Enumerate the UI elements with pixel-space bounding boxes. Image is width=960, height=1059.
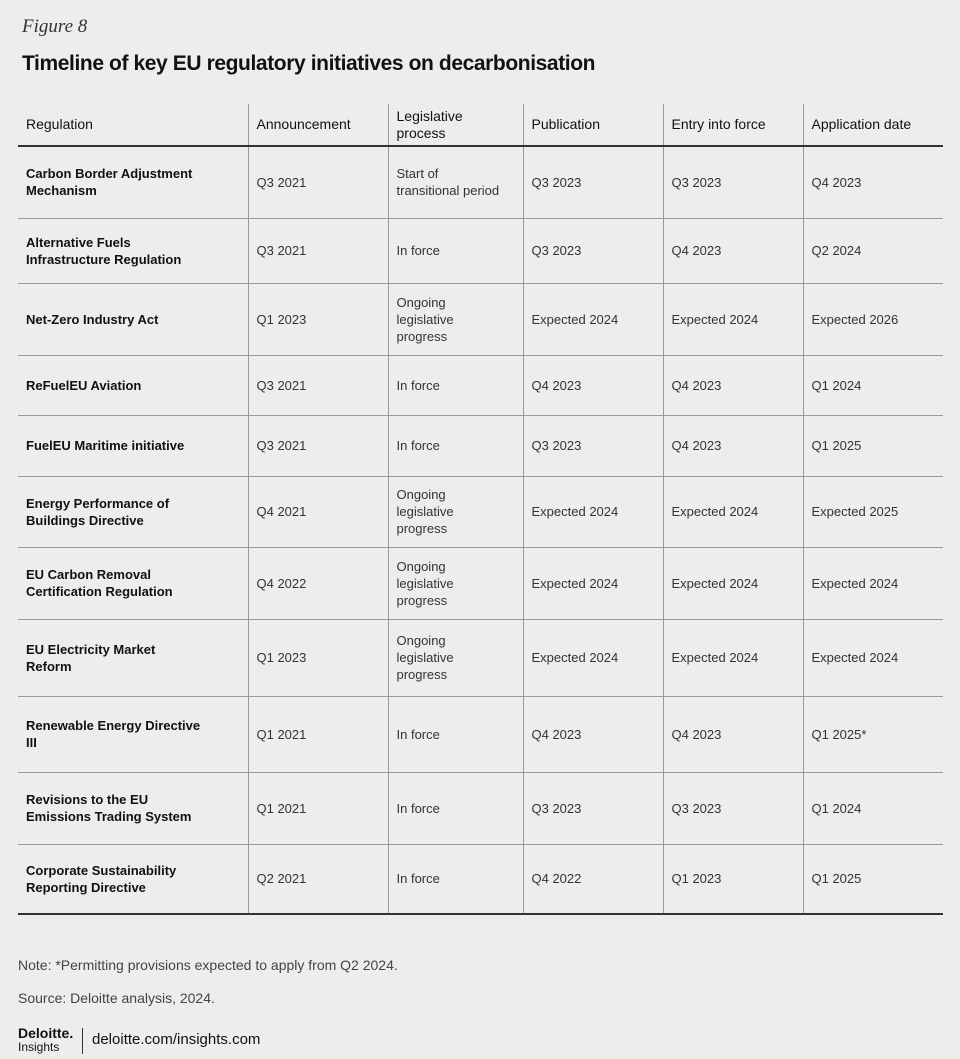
table-cell: Q3 2021 <box>247 415 388 477</box>
table-cell: Q1 2021 <box>247 696 388 773</box>
table-cell: Q3 2021 <box>247 146 388 219</box>
table-cell: Q3 2023 <box>662 772 803 845</box>
table-cell: Q1 2023 <box>247 283 388 356</box>
table-cell: Renewable Energy Directive III <box>18 696 248 773</box>
note: Note: *Permitting provisions expected to… <box>18 957 398 973</box>
header-cell: Announcement <box>247 104 388 147</box>
table-cell: Expected 2024 <box>662 283 803 356</box>
title: Timeline of key EU regulatory initiative… <box>22 52 596 75</box>
table-cell: Expected 2024 <box>522 476 663 548</box>
table-cell: Expected 2024 <box>522 283 663 356</box>
table-cell: Q3 2023 <box>522 218 663 284</box>
table-row: EU Carbon Removal Certification Regulati… <box>18 547 943 620</box>
table-cell: Expected 2024 <box>522 547 663 620</box>
table-cell: EU Carbon Removal Certification Regulati… <box>18 547 248 620</box>
table-cell: Q2 2024 <box>802 218 943 284</box>
table-cell: Q4 2021 <box>247 476 388 548</box>
table: Regulation Announcement Legislative proces… <box>18 104 943 915</box>
table-cell: ReFuelEU Aviation <box>18 355 248 416</box>
table-row: Net-Zero Industry Act Q1 2023 Ongoing legi… <box>18 283 943 356</box>
table-cell: Q4 2023 <box>662 218 803 284</box>
table-cell: Q3 2023 <box>522 772 663 845</box>
header-row: Regulation Announcement Legislative proces… <box>18 104 943 147</box>
table-cell: Q1 2023 <box>662 844 803 915</box>
table-cell: Q3 2023 <box>522 415 663 477</box>
table-row: Renewable Energy Directive III Q1 2021 In … <box>18 696 943 773</box>
table-cell: Net-Zero Industry Act <box>18 283 248 356</box>
table-row: Carbon Border Adjustment Mechanism Q3 202… <box>18 146 943 219</box>
table-cell: Q4 2023 <box>522 355 663 416</box>
table-row: Corporate Sustainability Reporting Direc… <box>18 844 943 915</box>
table-row: ReFuelEU Aviation Q3 2021 In force Q4 2023 Q… <box>18 355 943 416</box>
table-cell: Q1 2025* <box>802 696 943 773</box>
table-cell: Q1 2025 <box>802 415 943 477</box>
table-row: Alternative Fuels Infrastructure Regulat… <box>18 218 943 284</box>
table-cell: Carbon Border Adjustment Mechanism <box>18 146 248 219</box>
table-body: Carbon Border Adjustment Mechanism Q3 202… <box>18 146 943 915</box>
header-cell: Publication <box>522 104 663 147</box>
table-cell: Expected 2024 <box>662 619 803 697</box>
table-cell: Expected 2026 <box>802 283 943 356</box>
table-cell: Ongoing legislative progress <box>387 619 523 697</box>
table-cell: Q3 2023 <box>522 146 663 219</box>
table-cell: Q1 2025 <box>802 844 943 915</box>
table-cell: Q4 2023 <box>802 146 943 219</box>
table-cell: Q1 2023 <box>247 619 388 697</box>
table-cell: Q4 2023 <box>662 355 803 416</box>
table-cell: Revisions to the EU Emissions Trading Sy… <box>18 772 248 845</box>
table-cell: Q4 2022 <box>522 844 663 915</box>
table-cell: Q1 2024 <box>802 772 943 845</box>
table-cell: Ongoing legislative progress <box>387 547 523 620</box>
table-cell: In force <box>387 844 523 915</box>
table-cell: Q3 2023 <box>662 146 803 219</box>
table-cell: Expected 2024 <box>662 547 803 620</box>
table-cell: In force <box>387 355 523 416</box>
table-cell: Expected 2025 <box>802 476 943 548</box>
table-cell: Expected 2024 <box>802 619 943 697</box>
table-cell: Q3 2021 <box>247 218 388 284</box>
sub-brand: Insights <box>18 1040 60 1054</box>
table-cell: Q3 2021 <box>247 355 388 416</box>
table-row: FuelEU Maritime initiative Q3 2021 In forc… <box>18 415 943 477</box>
table-cell: Energy Performance of Buildings Directiv… <box>18 476 248 548</box>
table-cell: Expected 2024 <box>802 547 943 620</box>
table-cell: Corporate Sustainability Reporting Direc… <box>18 844 248 915</box>
header-cell: Regulation <box>18 104 248 147</box>
table-cell: Q4 2023 <box>662 696 803 773</box>
table-cell: Ongoing legislative progress <box>387 476 523 548</box>
table-cell: Q4 2022 <box>247 547 388 620</box>
table-cell: Expected 2024 <box>522 619 663 697</box>
header-cell: Application date <box>802 104 943 147</box>
table-cell: In force <box>387 696 523 773</box>
table-cell: Q2 2021 <box>247 844 388 915</box>
table-row: Revisions to the EU Emissions Trading Sy… <box>18 772 943 845</box>
header-cell: Legislative process <box>387 104 523 147</box>
table-cell: EU Electricity Market Reform <box>18 619 248 697</box>
table-row: EU Electricity Market Reform Q1 2023 Ongoi… <box>18 619 943 697</box>
table-cell: In force <box>387 415 523 477</box>
table-cell: Q1 2024 <box>802 355 943 416</box>
table-cell: Alternative Fuels Infrastructure Regulat… <box>18 218 248 284</box>
table-cell: Q1 2021 <box>247 772 388 845</box>
table-cell: In force <box>387 772 523 845</box>
separator <box>82 1028 83 1054</box>
table-cell: Expected 2024 <box>662 476 803 548</box>
table-cell: In force <box>387 218 523 284</box>
table-row: Energy Performance of Buildings Directiv… <box>18 476 943 548</box>
table-cell: Q4 2023 <box>662 415 803 477</box>
table-cell: Start of transitional period <box>387 146 523 219</box>
header-cell: Entry into force <box>662 104 803 147</box>
table-cell: FuelEU Maritime initiative <box>18 415 248 477</box>
table-cell: Q4 2023 <box>522 696 663 773</box>
table-cell: Ongoing legislative progress <box>387 283 523 356</box>
source: Source: Deloitte analysis, 2024. <box>18 990 215 1006</box>
brand: Deloitte. <box>18 1025 74 1041</box>
figure-label: Figure 8 <box>22 16 88 37</box>
url: deloitte.com/insights.com <box>92 1031 261 1048</box>
